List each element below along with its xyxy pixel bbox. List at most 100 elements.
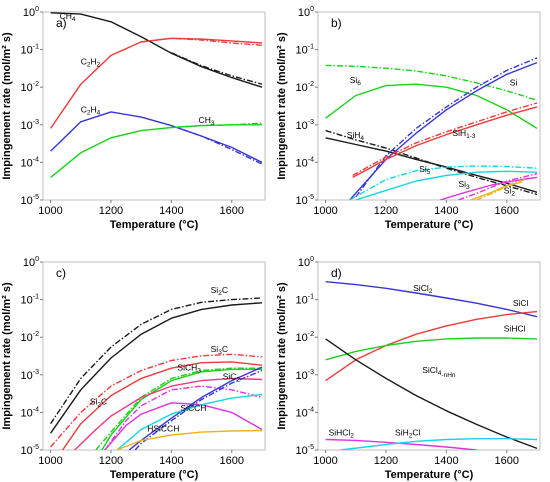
series-annotation: Si — [510, 78, 518, 88]
series-annotation: Si5 — [419, 164, 431, 176]
series-group — [50, 297, 263, 450]
series-annotation: SiCH3 — [177, 363, 201, 375]
series-group — [325, 281, 538, 450]
x-tick-label: 1200 — [99, 455, 123, 467]
x-axis-label: Temperature (°C) — [385, 219, 474, 231]
y-tick-label: 10-1 — [21, 44, 40, 57]
x-tick-label: 1600 — [495, 205, 519, 217]
series-line-green-dashdot — [95, 367, 262, 450]
series-annotation: SiHCl2 — [329, 428, 355, 440]
x-tick-label: 1400 — [434, 455, 458, 467]
series-line-magenta-dashdot — [458, 173, 538, 200]
series-line-red-solid — [50, 37, 263, 129]
y-tick-label: 100 — [298, 256, 314, 269]
y-tick-label: 10-3 — [21, 119, 40, 132]
y-tick-label: 10-2 — [296, 331, 315, 344]
y-tick-label: 10-2 — [21, 331, 40, 344]
x-tick-label: 1400 — [159, 205, 183, 217]
y-tick-label: 10-4 — [296, 156, 315, 169]
series-annotation: HSiCCH — [147, 424, 179, 434]
series-line-black-dashdot — [50, 297, 263, 425]
series-line-green-dashdot — [171, 122, 263, 129]
series-annotation: CH4 — [60, 11, 76, 23]
series-line-magenta-solid — [440, 176, 538, 200]
series-annotation: SiCl4-nHn — [422, 365, 456, 379]
series-line-green-dashdot — [325, 64, 538, 101]
series-annotation: SiCl2 — [413, 283, 433, 295]
series-annotation: SiHCl — [504, 324, 526, 334]
series-annotation: SiCl — [513, 298, 529, 308]
series-line-red-solid — [352, 106, 538, 179]
series-line-orange-solid — [116, 429, 263, 450]
x-tick-label: 1600 — [220, 205, 244, 217]
series-line-pink-solid — [74, 377, 263, 450]
x-tick-label: 1400 — [434, 205, 458, 217]
y-tick-label: 10-2 — [296, 81, 315, 94]
plot-frame — [317, 11, 541, 201]
series-group — [50, 12, 263, 178]
series-line-black-solid — [50, 12, 263, 88]
x-tick-label: 1200 — [374, 205, 398, 217]
y-tick-label: 10-3 — [296, 119, 315, 132]
series-annotation: CH3 — [199, 115, 215, 127]
series-line-magenta-solid — [104, 402, 263, 450]
series-line-cyan-dashdot — [349, 165, 538, 200]
y-tick-label: 100 — [23, 256, 39, 269]
y-axis-label: Impingement rate (mol/m² s) — [276, 282, 288, 430]
series-line-blue-dashdot — [355, 57, 538, 198]
panel-b: 10-5 10-4 10-3 10-2 10-1 100 1000 1200 1400 1600 T… — [276, 6, 541, 231]
series-line-cyan-solid — [116, 393, 263, 450]
y-tick-label: 10-3 — [296, 369, 315, 382]
series-line-blue-dashdot — [171, 124, 263, 165]
series-annotation: Si2C — [211, 285, 228, 297]
panel-a: 10-5 10-4 10-3 10-2 10-1 100 1000 1200 1400 1600 T… — [1, 6, 266, 231]
series-line-orange-solid — [470, 181, 523, 200]
series-line-blue-dashdot — [134, 369, 263, 450]
series-line-orange-dashdot — [476, 178, 526, 200]
series-annotation: Si3 — [458, 179, 470, 191]
series-annotation: SiC2 — [223, 371, 241, 383]
panel-label: b) — [331, 16, 342, 30]
series-annotation: C2H4 — [81, 105, 101, 117]
plot-frame — [317, 261, 541, 451]
y-tick-label: 10-2 — [21, 81, 40, 94]
y-axis-label: Impingement rate (mol/m² s) — [1, 282, 13, 430]
y-tick-label: 10-5 — [296, 444, 315, 457]
x-tick-label: 1000 — [38, 455, 62, 467]
series-line-cyan-solid — [340, 438, 538, 450]
x-tick-label: 1200 — [374, 455, 398, 467]
series-line-black-solid — [325, 137, 538, 193]
series-line-red-dashdot — [141, 37, 263, 46]
series-line-blue-solid — [128, 366, 263, 450]
series-line-green-solid — [325, 83, 538, 129]
series-annotation: Si2 — [504, 185, 516, 197]
series-line-blue-solid — [325, 281, 538, 318]
x-tick-label: 1000 — [313, 455, 337, 467]
series-annotation: Si3C — [211, 344, 228, 356]
series-line-green-solid — [325, 337, 538, 361]
series-annotation: Si2C — [90, 397, 107, 409]
panel-label: c) — [56, 266, 66, 280]
x-axis-label: Temperature (°C) — [385, 469, 474, 481]
series-annotation: Si6 — [350, 75, 362, 87]
panel-c: 10-5 10-4 10-3 10-2 10-1 100 1000 1200 1400 1600 T… — [1, 256, 266, 481]
series-line-red-dashdot — [50, 353, 263, 448]
series-line-green-solid — [101, 368, 262, 450]
panel-label: a) — [56, 16, 67, 30]
series-line-black-solid — [325, 338, 538, 450]
x-tick-label: 1400 — [159, 455, 183, 467]
series-line-cyan-solid — [355, 170, 538, 200]
y-tick-label: 10-5 — [296, 194, 315, 207]
y-tick-label: 10-3 — [21, 369, 40, 382]
y-tick-label: 10-5 — [21, 444, 40, 457]
series-group — [325, 57, 538, 200]
y-tick-label: 100 — [23, 6, 39, 19]
y-tick-label: 10-4 — [21, 406, 40, 419]
x-tick-label: 1200 — [99, 205, 123, 217]
series-annotation: C2H2 — [81, 57, 101, 69]
series-annotation: SiH1-3 — [452, 128, 475, 140]
series-annotation: SiCCH — [180, 403, 206, 413]
y-tick-label: 10-4 — [296, 406, 315, 419]
x-axis-label: Temperature (°C) — [110, 469, 199, 481]
